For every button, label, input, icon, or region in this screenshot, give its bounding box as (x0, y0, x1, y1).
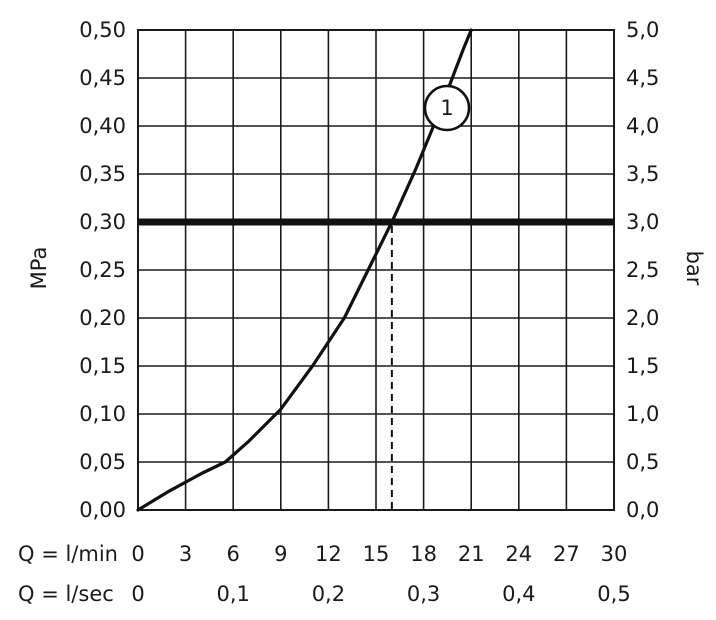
series-1-marker-circle (423, 84, 471, 132)
x-tick-labels-lsec: 0 0,1 0,2 0,3 0,4 0,5 (131, 582, 630, 606)
y-tick-left: 0,20 (79, 306, 126, 330)
x-tick-lmin: 12 (315, 542, 342, 566)
x-tick-lsec: 0,3 (407, 582, 440, 606)
y-tick-right: 2,5 (626, 258, 659, 282)
x-tick-lmin: 6 (227, 542, 240, 566)
y-tick-right: 1,5 (626, 354, 659, 378)
y-tick-right: 5,0 (626, 18, 659, 42)
y-tick-right: 2,0 (626, 306, 659, 330)
x-tick-lmin: 27 (553, 542, 580, 566)
y-tick-right: 4,0 (626, 114, 659, 138)
x-tick-lsec: 0,5 (597, 582, 630, 606)
y-tick-right: 3,0 (626, 210, 659, 234)
y-tick-right: 3,5 (626, 162, 659, 186)
x-tick-lsec: 0 (131, 582, 144, 606)
y-tick-left: 0,25 (79, 258, 126, 282)
y-tick-left: 0,45 (79, 66, 126, 90)
y-tick-left: 0,05 (79, 450, 126, 474)
y-tick-right: 0,0 (626, 498, 659, 522)
x-axis-row-label-lmin: Q = l/min (18, 542, 118, 566)
y-tick-left: 0,00 (79, 498, 126, 522)
y-axis-title-left: MPa (27, 247, 51, 290)
x-tick-lsec: 0,4 (502, 582, 535, 606)
y-tick-right: 4,5 (626, 66, 659, 90)
series-1-label: 1 (440, 96, 453, 120)
x-tick-lsec: 0,2 (312, 582, 345, 606)
x-axis-row-label-lsec: Q = l/sec (18, 582, 114, 606)
x-tick-lmin: 3 (179, 542, 192, 566)
x-tick-lmin: 21 (458, 542, 485, 566)
x-tick-lmin: 15 (363, 542, 390, 566)
x-tick-lsec: 0,1 (216, 582, 249, 606)
x-tick-lmin: 30 (601, 542, 628, 566)
x-tick-lmin: 0 (131, 542, 144, 566)
left-y-tick-labels: 0,00 0,05 0,10 0,15 0,20 0,25 0,30 0,35 0,40 0,45… (79, 18, 126, 522)
y-tick-left: 0,30 (79, 210, 126, 234)
x-tick-lmin: 24 (505, 542, 532, 566)
y-tick-left: 0,15 (79, 354, 126, 378)
x-tick-lmin: 18 (410, 542, 437, 566)
y-axis-title-right: bar (682, 251, 706, 286)
y-tick-left: 0,40 (79, 114, 126, 138)
x-tick-lmin: 9 (274, 542, 287, 566)
series-callout: 1 (423, 84, 471, 132)
y-tick-right: 0,5 (626, 450, 659, 474)
x-tick-labels-lmin: 0 3 6 9 12 15 18 21 24 27 30 (131, 542, 627, 566)
y-tick-right: 1,0 (626, 402, 659, 426)
y-tick-left: 0,35 (79, 162, 126, 186)
y-tick-left: 0,50 (79, 18, 126, 42)
right-y-tick-labels: 0,0 0,5 1,0 1,5 2,0 2,5 3,0 3,5 4,0 4,5 5,0 (626, 18, 659, 522)
grid (137, 29, 615, 511)
y-tick-left: 0,10 (79, 402, 126, 426)
plot-frame (137, 29, 615, 511)
